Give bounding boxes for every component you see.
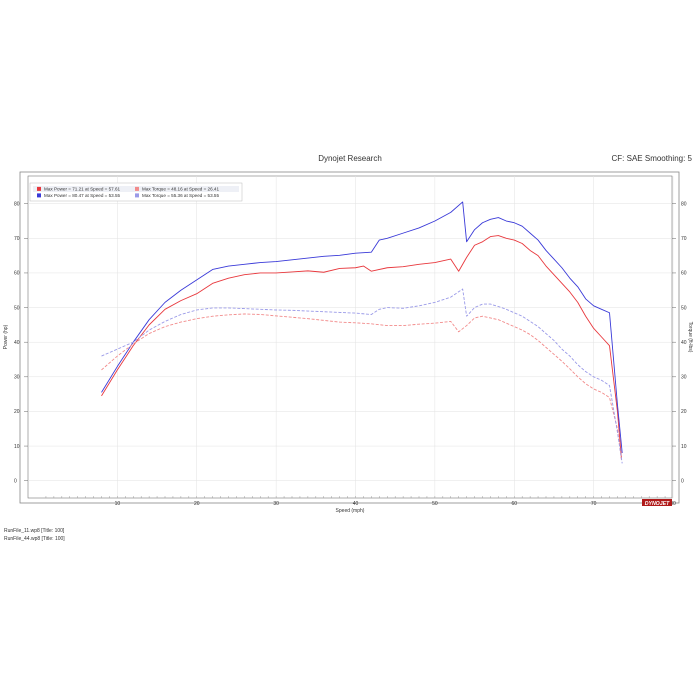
legend-swatch <box>135 186 139 191</box>
y-tick-label-left: 30 <box>14 375 20 381</box>
brand-text: DYNOJET <box>645 501 670 507</box>
legend-swatch <box>135 193 139 198</box>
y-tick-label-left: 10 <box>14 444 20 450</box>
y-tick-label-right: 20 <box>681 409 687 415</box>
x-tick-label: 70 <box>591 501 597 507</box>
legend: Max Power = 71.21 at Speed = 57.61 Max To… <box>29 182 243 202</box>
y-tick-label-right: 40 <box>681 340 687 346</box>
run-file-list: RunFile_11.wp8 [Title: 100] RunFile_44.w… <box>4 527 65 543</box>
y-tick-label-right: 50 <box>681 305 687 311</box>
y-tick-label-left: 20 <box>14 409 20 415</box>
y-axis-label-right: Torque (ft-lbs) <box>687 322 693 353</box>
chart-title: Dynojet Research <box>318 154 382 163</box>
legend-entry: Max Torque = 48.16 at Speed = 26.41 <box>142 187 219 192</box>
legend-entry: Max Power = 80.47 at Speed = 53.55 <box>44 193 121 198</box>
correction-factor-label: CF: SAE Smoothing: 5 <box>611 154 692 163</box>
run-file-item[interactable]: RunFile_11.wp8 [Title: 100] <box>4 528 65 534</box>
y-tick-label-right: 30 <box>681 375 687 381</box>
power-red-line <box>101 235 622 459</box>
x-tick-label: 20 <box>194 501 200 507</box>
legend-entry: Max Power = 71.21 at Speed = 57.61 <box>44 187 121 192</box>
torque-red-line <box>101 313 622 460</box>
x-axis-label: Speed (mph) <box>336 508 365 514</box>
y-axis-label-left: Power (hp) <box>3 324 9 349</box>
y-tick-label-left: 0 <box>14 478 17 484</box>
y-tick-label-right: 0 <box>681 478 684 484</box>
y-tick-label-left: 60 <box>14 271 20 277</box>
y-tick-label-right: 80 <box>681 201 687 207</box>
x-tick-label: 80 <box>670 501 676 507</box>
y-tick-label-left: 40 <box>14 340 20 346</box>
x-tick-label: 60 <box>511 501 517 507</box>
legend-swatch <box>37 186 41 191</box>
y-tick-label-right: 70 <box>681 236 687 242</box>
y-tick-label-left: 50 <box>14 305 20 311</box>
plot-area <box>27 175 673 499</box>
torque-blue-line <box>101 288 623 464</box>
x-tick-label: 30 <box>273 501 279 507</box>
run-file-item[interactable]: RunFile_44.wp8 [Title: 100] <box>4 536 65 542</box>
plot-frame <box>19 171 680 504</box>
axes: 10 20 30 40 50 60 70 80 0 0 10 10 20 20 30 30 40 40 50 50 60… <box>3 201 693 514</box>
x-tick-label: 50 <box>432 501 438 507</box>
series-lines <box>101 201 623 464</box>
x-tick-label: 40 <box>353 501 359 507</box>
y-tick-label-left: 80 <box>14 201 20 207</box>
grid <box>28 176 674 498</box>
dynojet-logo: DYNOJET <box>642 499 672 507</box>
y-tick-label-left: 70 <box>14 236 20 242</box>
y-tick-label-right: 10 <box>681 444 687 450</box>
legend-entry: Max Torque = 55.36 at Speed = 53.55 <box>142 193 219 198</box>
legend-swatch <box>37 193 41 198</box>
y-tick-label-right: 60 <box>681 271 687 277</box>
x-tick-label: 10 <box>115 501 121 507</box>
power-blue-line <box>101 201 623 454</box>
brand-badge <box>642 499 672 506</box>
